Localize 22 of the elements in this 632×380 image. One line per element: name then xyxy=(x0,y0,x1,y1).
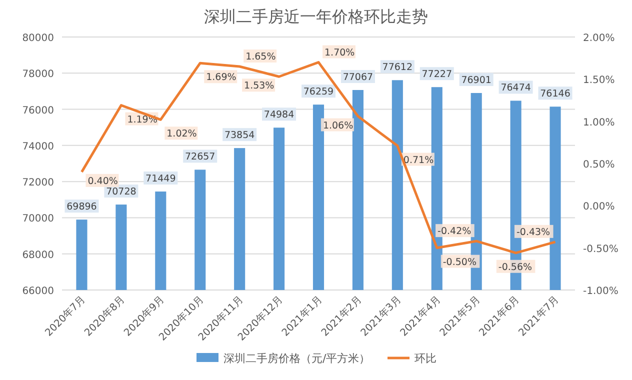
y-tick-label: 70000 xyxy=(22,214,54,225)
chart-title: 深圳二手房近一年价格环比走势 xyxy=(204,7,428,26)
y2-tick-label: -1.00% xyxy=(583,286,618,297)
y2-tick-label: 1.00% xyxy=(583,117,615,128)
y2-tick-label: 0.50% xyxy=(583,160,615,170)
y-tick-label: 68000 xyxy=(22,250,54,261)
legend-label: 深圳二手房价格（元/平方米） xyxy=(224,352,370,365)
y-tick-label: 76000 xyxy=(22,105,54,116)
y-tick-label: 72000 xyxy=(22,178,54,189)
y2-tick-label: 1.50% xyxy=(583,75,615,86)
data-label: -0.50% xyxy=(442,256,476,268)
y2-tick-label: 2.00% xyxy=(583,33,615,44)
y-tick-label: 66000 xyxy=(22,286,54,297)
y-tick-label: 80000 xyxy=(22,33,54,44)
y2-tick-label: 0.00% xyxy=(583,202,615,213)
data-label: -0.43% xyxy=(516,226,550,238)
y-tick-label: 74000 xyxy=(22,141,54,152)
y2-tick-label: -0.50% xyxy=(583,244,618,255)
y-tick-label: 78000 xyxy=(22,69,54,80)
data-label: -0.56% xyxy=(498,262,532,273)
legend-label: 环比 xyxy=(414,352,436,365)
data-label: -0.42% xyxy=(438,226,472,238)
